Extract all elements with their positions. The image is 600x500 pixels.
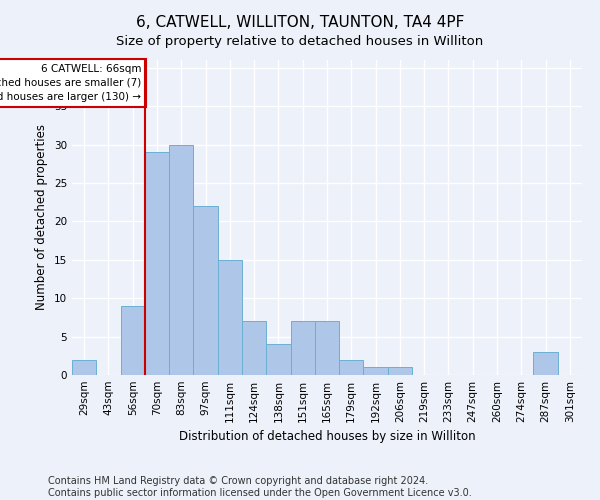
- Bar: [290, 321, 315, 375]
- Y-axis label: Number of detached properties: Number of detached properties: [35, 124, 49, 310]
- Bar: [72, 360, 96, 375]
- Bar: [339, 360, 364, 375]
- Bar: [315, 321, 339, 375]
- Bar: [193, 206, 218, 375]
- Text: 6, CATWELL, WILLITON, TAUNTON, TA4 4PF: 6, CATWELL, WILLITON, TAUNTON, TA4 4PF: [136, 15, 464, 30]
- Text: Size of property relative to detached houses in Williton: Size of property relative to detached ho…: [116, 35, 484, 48]
- Text: 6 CATWELL: 66sqm
← 5% of detached houses are smaller (7)
94% of semi-detached ho: 6 CATWELL: 66sqm ← 5% of detached houses…: [0, 64, 141, 102]
- Bar: [169, 144, 193, 375]
- Bar: [266, 344, 290, 375]
- Bar: [242, 321, 266, 375]
- Bar: [145, 152, 169, 375]
- Bar: [533, 352, 558, 375]
- Bar: [364, 368, 388, 375]
- Bar: [121, 306, 145, 375]
- Bar: [218, 260, 242, 375]
- X-axis label: Distribution of detached houses by size in Williton: Distribution of detached houses by size …: [179, 430, 475, 444]
- Bar: [388, 368, 412, 375]
- Text: Contains HM Land Registry data © Crown copyright and database right 2024.
Contai: Contains HM Land Registry data © Crown c…: [48, 476, 472, 498]
